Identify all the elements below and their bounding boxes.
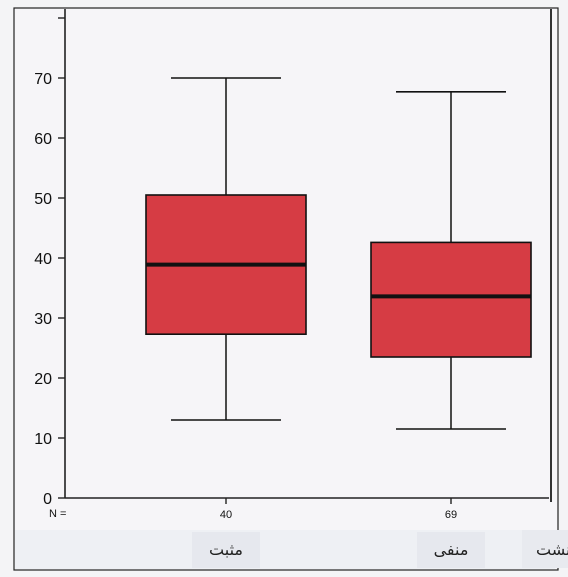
y-tick-label: 70 xyxy=(34,71,52,88)
y-tick-label: 50 xyxy=(34,191,52,208)
y-tick-label: 0 xyxy=(43,491,52,508)
extra-category-label: نشت xyxy=(536,540,568,559)
category-label: منفی xyxy=(434,540,469,559)
y-tick-label: 60 xyxy=(34,131,52,148)
y-tick-label: 10 xyxy=(34,431,52,448)
y-tick-label: 40 xyxy=(34,251,52,268)
iqr-box xyxy=(371,242,531,357)
n-label: N = xyxy=(49,508,66,520)
category-label: مثبت xyxy=(209,540,243,559)
y-tick-label: 30 xyxy=(34,311,52,328)
n-count-label: 40 xyxy=(220,509,232,521)
n-count-label: 69 xyxy=(445,509,457,521)
y-tick-label: 20 xyxy=(34,371,52,388)
